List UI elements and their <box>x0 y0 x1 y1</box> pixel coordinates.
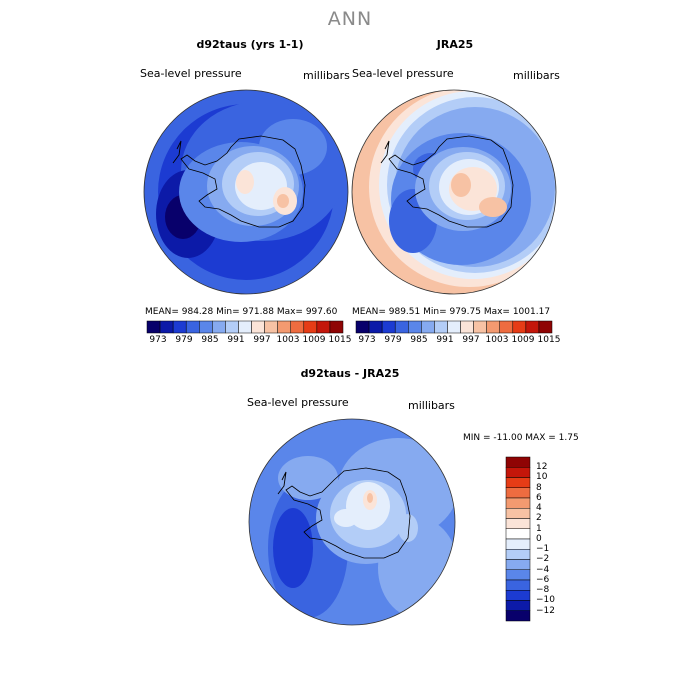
colorbar-swatch <box>486 320 500 334</box>
panel2-polar-map <box>351 89 557 295</box>
colorbar-swatch <box>199 320 213 334</box>
colorbar-swatch <box>408 320 422 334</box>
colorbar-swatch <box>505 528 531 540</box>
panel3-colorbar <box>505 456 531 622</box>
colorbar-swatch <box>538 320 553 334</box>
colorbar-swatch <box>185 320 200 334</box>
panel3-polar-map <box>248 418 456 626</box>
colorbar-tick: 991 <box>227 335 245 345</box>
colorbar-swatch <box>499 320 514 334</box>
colorbar-swatch <box>525 320 540 334</box>
panel2-colorbar <box>355 320 553 334</box>
panel2-stats: MEAN= 989.51 Min= 979.75 Max= 1001.17 <box>352 307 551 317</box>
colorbar-swatch <box>316 320 331 334</box>
panel1-polar-map <box>143 89 349 295</box>
colorbar-swatch <box>238 320 252 334</box>
colorbar-swatch <box>172 320 187 334</box>
colorbar-swatch <box>505 538 531 550</box>
main-title: ANN <box>327 8 373 30</box>
colorbar-swatch <box>505 610 531 622</box>
colorbar-swatch <box>277 320 291 334</box>
colorbar-tick: 1009 <box>302 335 326 345</box>
panel1-colorbar <box>146 320 344 334</box>
colorbar-tick: 997 <box>253 335 271 345</box>
colorbar-tick: 1015 <box>537 335 561 345</box>
colorbar-swatch <box>473 320 487 334</box>
colorbar-tick: 973 <box>149 335 167 345</box>
colorbar-swatch <box>329 320 344 334</box>
colorbar-tick: 1015 <box>328 335 352 345</box>
colorbar-swatch <box>505 590 531 601</box>
panel1-stats: MEAN= 984.28 Min= 971.88 Max= 997.60 <box>145 307 338 317</box>
panel1-case-title: d92taus (yrs 1-1) <box>196 38 304 51</box>
colorbar-tick: 997 <box>462 335 480 345</box>
colorbar-tick: 991 <box>436 335 454 345</box>
colorbar-swatch <box>251 320 265 334</box>
colorbar-tick: 985 <box>410 335 428 345</box>
colorbar-tick: 979 <box>175 335 193 345</box>
panel3-stats: MIN = -11.00 MAX = 1.75 <box>463 433 579 443</box>
panel3-units-label: millibars <box>408 399 455 412</box>
colorbar-swatch <box>290 320 305 334</box>
colorbar-swatch <box>505 497 531 509</box>
colorbar-swatch <box>505 559 531 570</box>
colorbar-tick: 8 <box>536 483 542 493</box>
colorbar-swatch <box>505 549 531 560</box>
panel2-units-label: millibars <box>513 69 560 82</box>
colorbar-swatch <box>505 569 531 581</box>
panel1-units-label: millibars <box>303 69 350 82</box>
colorbar-tick: 1009 <box>511 335 535 345</box>
panel3-variable-label: Sea-level pressure <box>247 396 349 409</box>
colorbar-swatch <box>225 320 239 334</box>
colorbar-tick: −12 <box>536 606 555 616</box>
colorbar-tick: 2 <box>536 513 542 523</box>
colorbar-swatch <box>212 320 226 334</box>
colorbar-swatch <box>421 320 435 334</box>
panel2-variable-label: Sea-level pressure <box>352 67 454 80</box>
colorbar-swatch <box>505 508 531 519</box>
colorbar-tick: 6 <box>536 493 542 503</box>
colorbar-tick: −1 <box>536 544 550 554</box>
panel1-variable-label: Sea-level pressure <box>140 67 242 80</box>
colorbar-swatch <box>505 456 531 468</box>
colorbar-tick: 1003 <box>276 335 300 345</box>
colorbar-tick: −2 <box>536 554 550 564</box>
colorbar-swatch <box>355 320 370 334</box>
colorbar-swatch <box>505 579 531 591</box>
panel2-colorbar-labels: 973 979 985 991 997 1003 1009 1015 <box>356 335 560 347</box>
colorbar-tick: −6 <box>536 575 550 585</box>
colorbar-tick: 12 <box>536 462 548 472</box>
colorbar-tick: 0 <box>536 534 542 544</box>
colorbar-swatch <box>303 320 318 334</box>
panel3-colorbar-labels: 12 10 8 6 4 2 1 0 −1 −2 −4 −6 −8 −10 −12 <box>536 457 576 621</box>
colorbar-swatch <box>264 320 278 334</box>
colorbar-swatch <box>505 487 531 499</box>
colorbar-swatch <box>447 320 461 334</box>
colorbar-swatch <box>505 477 531 488</box>
colorbar-tick: −10 <box>536 595 555 605</box>
colorbar-tick: −4 <box>536 565 550 575</box>
colorbar-tick: 985 <box>201 335 219 345</box>
panel2-case-title: JRA25 <box>436 38 474 51</box>
colorbar-swatch <box>434 320 448 334</box>
colorbar-tick: 10 <box>536 472 548 482</box>
colorbar-swatch <box>381 320 396 334</box>
colorbar-swatch <box>512 320 527 334</box>
colorbar-swatch <box>505 518 531 529</box>
colorbar-tick: 973 <box>358 335 376 345</box>
colorbar-tick: −8 <box>536 585 550 595</box>
colorbar-tick: 979 <box>384 335 402 345</box>
colorbar-swatch <box>505 467 531 478</box>
colorbar-swatch <box>505 600 531 611</box>
colorbar-tick: 1003 <box>485 335 509 345</box>
colorbar-swatch <box>146 320 161 334</box>
colorbar-tick: 4 <box>536 503 542 513</box>
panel3-case-title: d92taus - JRA25 <box>300 367 400 380</box>
panel1-colorbar-labels: 973 979 985 991 997 1003 1009 1015 <box>147 335 351 347</box>
colorbar-tick: 1 <box>536 524 542 534</box>
colorbar-swatch <box>394 320 409 334</box>
colorbar-swatch <box>460 320 474 334</box>
colorbar-swatch <box>368 320 383 334</box>
colorbar-swatch <box>159 320 174 334</box>
